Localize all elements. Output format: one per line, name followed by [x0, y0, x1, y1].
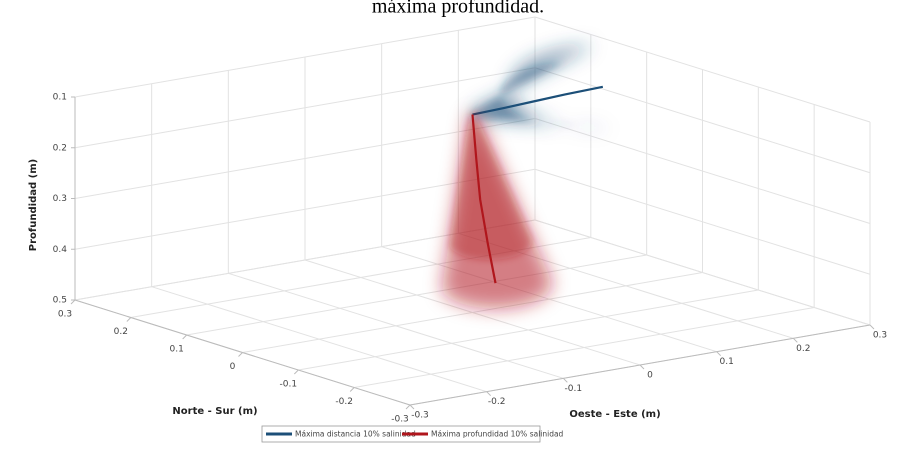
z-tick-label: 0.4: [53, 245, 68, 255]
tick-mark: [410, 405, 414, 409]
z-tick-label: 0.2: [53, 143, 67, 153]
x-tick-label: -0.2: [488, 397, 506, 407]
x-axis-label: Oeste - Este (m): [569, 409, 660, 420]
x-tick-label: 0.3: [873, 331, 887, 341]
grid-line: [187, 255, 647, 335]
y-tick-label: 0.2: [114, 327, 128, 337]
x-tick-label: 0: [647, 371, 653, 381]
chart: máxima profundidad. Profundidad (m) Nort…: [0, 0, 916, 451]
tick-mark: [350, 388, 354, 392]
y-tick-label: 0.3: [58, 310, 72, 320]
legend-label: Máxima distancia 10% salinidad: [295, 430, 416, 439]
grid-line: [354, 308, 814, 388]
x-tick-label: 0.1: [720, 357, 734, 367]
z-tick-label: 0.5: [53, 296, 67, 306]
x-tick-label: 0.2: [796, 344, 810, 354]
tick-mark: [406, 405, 410, 409]
tick-mark: [870, 325, 874, 329]
tick-mark: [294, 370, 298, 374]
z-tick-label: 0.3: [53, 194, 67, 204]
tick-mark: [127, 318, 131, 322]
z-tick-label: 0.1: [53, 93, 67, 103]
tick-mark: [793, 338, 797, 342]
tick-mark: [717, 352, 721, 356]
tick-mark: [239, 353, 243, 357]
x-tick-label: -0.3: [411, 411, 429, 421]
y-tick-label: -0.3: [391, 415, 409, 425]
legend: Máxima distancia 10% salinidad Máxima pro…: [262, 426, 564, 442]
tick-mark: [640, 365, 644, 369]
y-tick-label: -0.2: [335, 397, 353, 407]
y-axis-label: Norte - Sur (m): [172, 406, 257, 417]
plume-core: [449, 114, 532, 260]
tick-mark: [563, 378, 567, 382]
tick-mark: [183, 335, 187, 339]
legend-label: Máxima profundidad 10% salinidad: [431, 430, 564, 439]
chart-title: máxima profundidad.: [372, 0, 544, 18]
tick-mark: [487, 392, 491, 396]
tick-mark: [71, 300, 75, 304]
z-axis-label: Profundidad (m): [28, 159, 39, 251]
y-tick-label: 0: [230, 362, 236, 372]
y-tick-label: 0.1: [170, 345, 184, 355]
x-tick-label: -0.1: [565, 384, 583, 394]
y-tick-label: -0.1: [280, 380, 298, 390]
